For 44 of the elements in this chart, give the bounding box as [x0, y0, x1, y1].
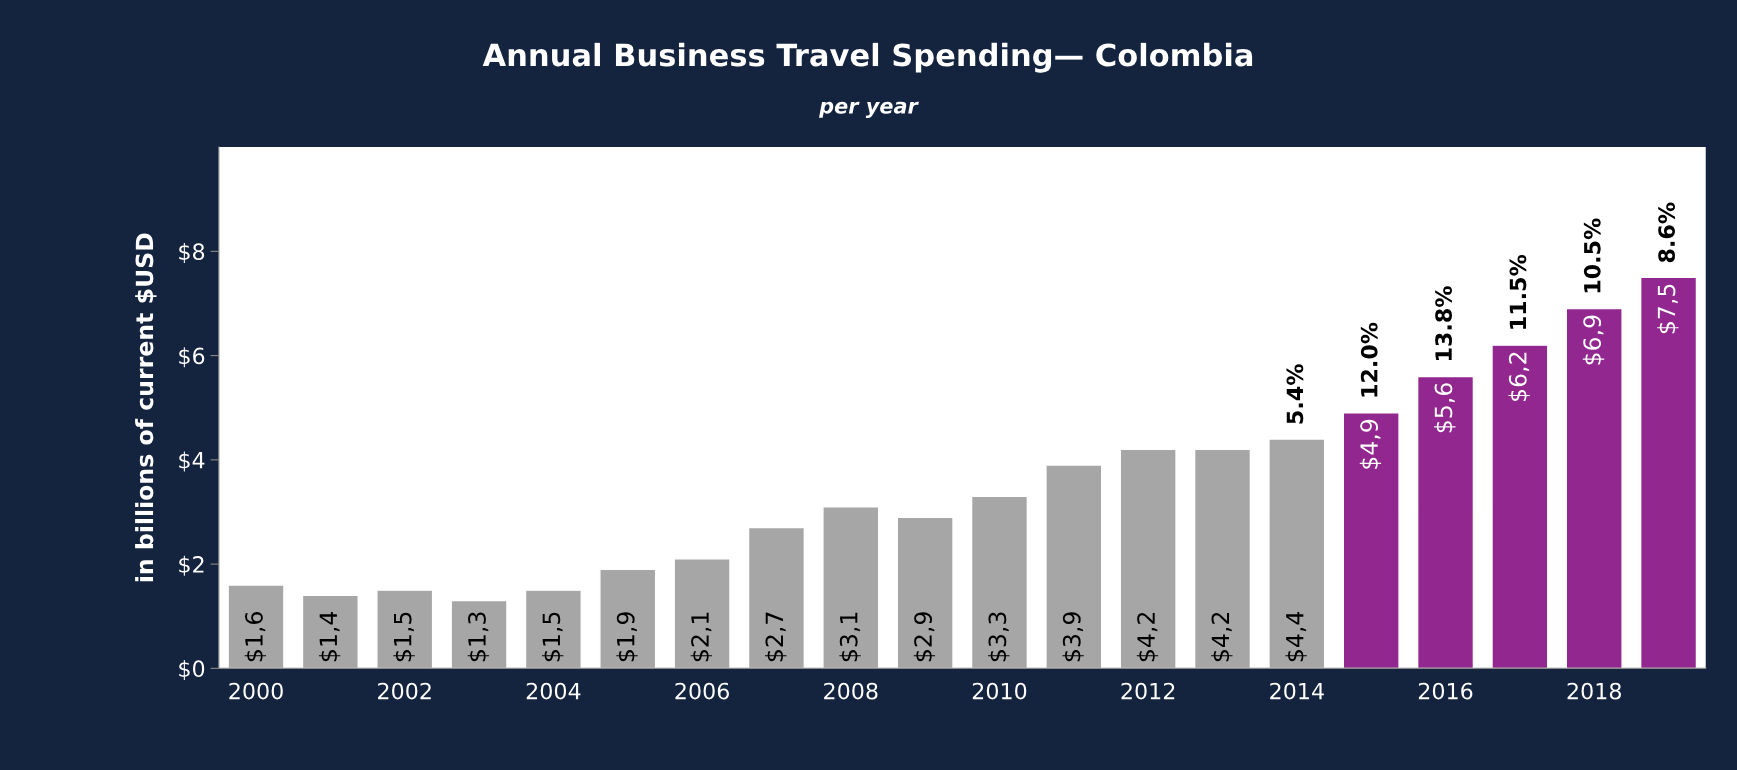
annotation: 12.0%	[1360, 322, 1378, 397]
data-label: $1,5	[541, 612, 564, 662]
annotation: 5.4%	[1286, 364, 1304, 424]
data-label: $1,3	[467, 612, 490, 662]
data-label: $6,2	[1508, 352, 1530, 401]
x-tick-label: 2016	[1418, 682, 1473, 700]
x-tick-label: 2012	[1121, 682, 1175, 700]
y-axis-title: in billions of current $USD	[135, 233, 157, 582]
data-label: $4,2	[1211, 612, 1233, 662]
chart-title: Annual Business Travel Spending— Colombia	[482, 42, 1253, 73]
data-label: $4,2	[1136, 612, 1159, 662]
annotation: 13.8%	[1435, 286, 1452, 361]
data-label: $1,6	[244, 612, 267, 662]
x-tick-label: 2018	[1567, 682, 1621, 700]
data-label: $7,5	[1657, 284, 1679, 334]
y-tick-label: $4	[179, 451, 205, 472]
data-label: $4,4	[1285, 611, 1307, 662]
annotation: 8.6%	[1658, 202, 1676, 263]
y-tick-label: $6	[179, 347, 205, 368]
data-label: $4,9	[1359, 419, 1382, 469]
data-label: $5,6	[1434, 383, 1456, 433]
data-label: $6,9	[1582, 315, 1605, 365]
annotation: 11.5%	[1509, 254, 1527, 329]
y-tick-label: $8	[179, 242, 205, 264]
annotation: 10.5%	[1583, 218, 1601, 293]
x-tick-label: 2004	[526, 682, 581, 700]
x-tick-label: 2014	[1270, 682, 1324, 700]
data-label: $3,9	[1062, 612, 1084, 662]
data-label: $3,1	[839, 612, 861, 662]
x-tick-label: 2010	[972, 682, 1027, 700]
x-tick-label: 2006	[675, 682, 729, 700]
data-label: $2,9	[913, 612, 936, 662]
data-label: $2,7	[765, 612, 787, 662]
x-tick-label: 2002	[378, 682, 431, 700]
data-label: $3,3	[988, 612, 1010, 662]
x-tick-label: 2000	[229, 682, 283, 700]
data-label: $1,4	[318, 611, 341, 662]
chart-subtitle: per year	[818, 101, 919, 118]
data-label: $1,5	[393, 612, 415, 662]
y-tick-label: $0	[179, 659, 205, 681]
x-tick-label: 2008	[824, 682, 878, 700]
y-tick-label: $2	[179, 555, 204, 576]
data-label: $2,1	[690, 612, 713, 662]
data-label: $1,9	[616, 612, 638, 662]
